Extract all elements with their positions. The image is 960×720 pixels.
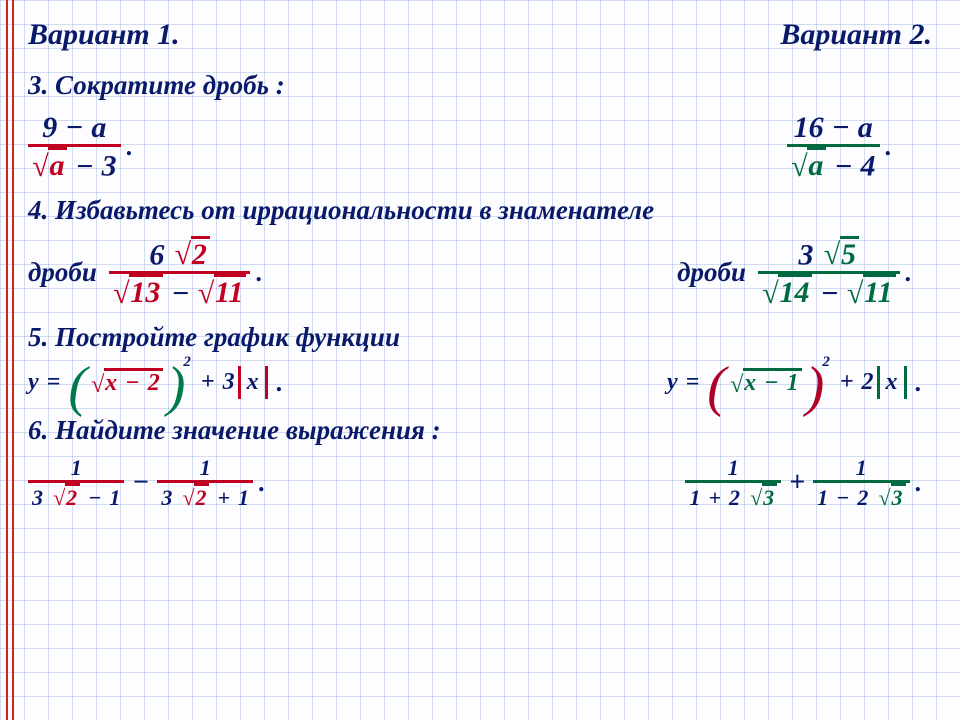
task3-v2-expr: 16−a √a−4 . [787, 111, 932, 183]
page-content: Вариант 1. Вариант 2. 3. Сократите дробь… [0, 0, 960, 540]
variant-1-title: Вариант 1. [28, 18, 180, 52]
task6-title: 6. Найдите значение выражения : [28, 415, 932, 446]
task6-v2-expr: 1 1+2√3 + 1 1−2√3 . [685, 456, 932, 510]
task4-title: 4. Избавьтесь от иррациональности в знам… [28, 195, 932, 226]
task4-v1-expr: дроби 6√2 √13−√11 . [28, 236, 263, 310]
header-row: Вариант 1. Вариант 2. [28, 18, 932, 52]
task5-v1-expr: y= ( √x−2 )2 +3 x . [28, 363, 283, 403]
task4-v2-expr: дроби 3√5 √14−√11 . [677, 236, 932, 310]
task3-v1-expr: 9−a √a−3 . [28, 111, 133, 183]
task5-row: y= ( √x−2 )2 +3 x . y= ( √x−1 )2 +2 x . [28, 363, 932, 403]
task5-v2-expr: y= ( √x−1 )2 +2 x . [667, 363, 932, 403]
task6-v1-expr: 1 3√2−1 − 1 3√2+1 . [28, 456, 266, 510]
task5-title: 5. Постройте график функции [28, 322, 932, 353]
task3-title: 3. Сократите дробь : [28, 70, 932, 101]
task3-row: 9−a √a−3 . 16−a √a−4 . [28, 111, 932, 183]
task6-row: 1 3√2−1 − 1 3√2+1 . 1 1+2√3 + 1 1−2√3 . [28, 456, 932, 510]
task4-row: дроби 6√2 √13−√11 . дроби 3√5 √14−√11 . [28, 236, 932, 310]
variant-2-title: Вариант 2. [780, 18, 932, 52]
